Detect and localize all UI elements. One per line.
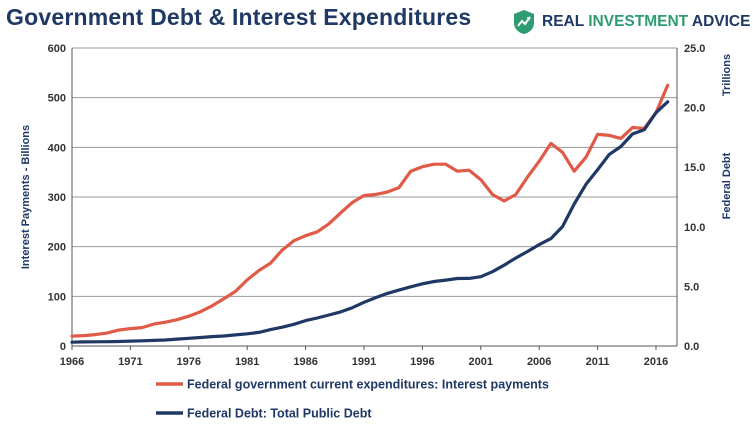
y-axis-title: Interest Payments - Billions (20, 125, 32, 269)
series-line-2 (70, 100, 670, 344)
chart-up-shield-icon (514, 10, 534, 34)
y-tick-label: 200 (48, 242, 66, 254)
y-tick-label: 400 (48, 142, 66, 154)
x-tick-label: 2016 (644, 356, 668, 368)
y2-axis-units-label: Trillions (721, 54, 733, 96)
y-tick-label: 0 (60, 341, 66, 353)
x-tick-label: 1966 (60, 356, 84, 368)
y2-tick-label: 20.0 (684, 103, 705, 115)
brand-word-1: REAL (542, 13, 584, 30)
series-line-1 (70, 83, 670, 338)
x-tick-label: 2006 (527, 356, 551, 368)
y2-tick-label: 10.0 (684, 222, 705, 234)
brand-logo-block: REAL INVESTMENT ADVICE (513, 9, 750, 35)
y2-tick-label: 5.0 (684, 281, 699, 293)
x-tick-label: 2001 (469, 356, 493, 368)
x-tick-label: 1986 (293, 356, 317, 368)
legend-label-1: Federal government current expenditures:… (187, 378, 549, 392)
x-tick-label: 1971 (118, 356, 142, 368)
x-tick-label: 1976 (177, 356, 201, 368)
y2-axis-title: Federal Debt (721, 152, 733, 219)
brand-name: REAL INVESTMENT ADVICE (542, 13, 750, 31)
y2-tick-label: 0.0 (684, 341, 699, 353)
x-tick-label: 2011 (586, 356, 610, 368)
y-tick-label: 100 (48, 291, 66, 303)
brand-word-3: ADVICE (691, 13, 751, 30)
y-tick-label: 600 (48, 43, 66, 55)
brand-word-2: INVESTMENT (588, 13, 689, 30)
y-tick-label: 300 (48, 192, 66, 204)
legend-label-2: Federal Debt: Total Public Debt (187, 407, 372, 421)
chart-title: Government Debt & Interest Expenditures (6, 4, 472, 30)
y2-tick-label: 15.0 (684, 162, 705, 174)
y2-tick-label: 25.0 (684, 43, 705, 55)
x-tick-label: 1991 (352, 356, 376, 368)
y-tick-label: 500 (48, 93, 66, 105)
x-tick-label: 1996 (410, 356, 434, 368)
x-tick-label: 1981 (235, 356, 259, 368)
